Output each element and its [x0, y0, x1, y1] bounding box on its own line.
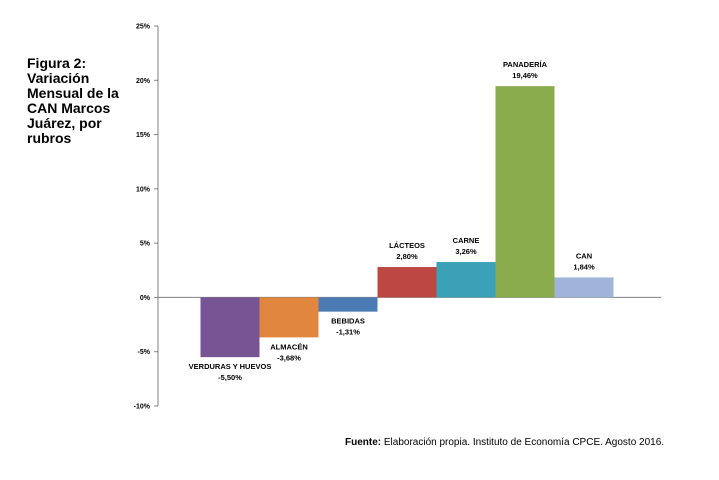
value-label: 1,84%: [573, 262, 595, 271]
y-tick-label: 20%: [136, 78, 151, 85]
source-text: Elaboración propia. Instituto de Economí…: [383, 437, 665, 448]
bar: [495, 86, 555, 298]
figure-title: Figura 2: Variación Mensual de la CAN Ma…: [27, 55, 119, 146]
category-label: ALMACÉN: [270, 342, 308, 351]
y-tick-label: 15%: [136, 132, 151, 139]
value-label: 19,46%: [512, 71, 538, 80]
bar: [554, 277, 614, 298]
value-label: 2,80%: [396, 252, 418, 261]
category-label: VERDURAS Y HUEVOS: [189, 362, 272, 371]
category-label: LÁCTEOS: [389, 241, 425, 250]
y-tick-label: 25%: [136, 24, 151, 31]
category-label: CARNE: [453, 236, 480, 245]
value-label: -5,50%: [218, 373, 242, 382]
source-label: Fuente:: [345, 437, 382, 448]
bar: [200, 297, 260, 358]
bar: [436, 262, 496, 298]
category-label: PANADERÍA: [503, 60, 548, 69]
bar: [259, 297, 319, 338]
value-label: -1,31%: [336, 328, 360, 337]
y-tick-label: -5%: [138, 349, 151, 356]
category-label: CAN: [576, 251, 592, 260]
value-label: 3,26%: [455, 247, 477, 256]
y-tick-label: 0%: [140, 295, 151, 302]
y-tick-label: 10%: [136, 186, 151, 193]
y-tick-label: -10%: [134, 404, 151, 411]
value-label: -3,68%: [277, 353, 301, 362]
bars: [200, 86, 614, 358]
bar: [318, 297, 378, 312]
bar: [377, 267, 437, 298]
y-tick-label: 5%: [140, 241, 151, 248]
category-label: BEBIDAS: [331, 317, 365, 326]
bar-labels: VERDURAS Y HUEVOS -5,50% ALMACÉN -3,68% BEBI…: [189, 60, 595, 382]
source-note: Fuente: Elaboración propia. Instituto de…: [345, 437, 664, 448]
